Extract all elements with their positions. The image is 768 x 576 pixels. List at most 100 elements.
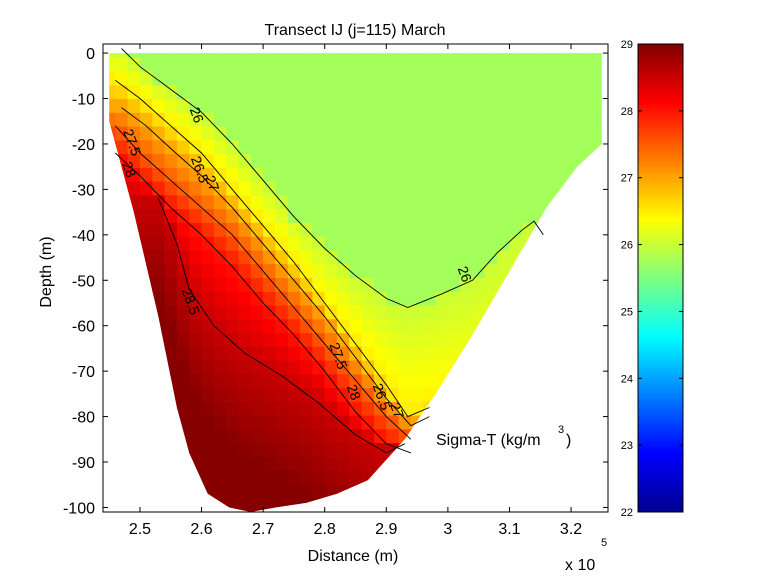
field-cell — [226, 470, 240, 486]
field-cell — [263, 195, 276, 210]
field-cell — [287, 195, 301, 210]
field-cell — [300, 429, 313, 444]
field-cell — [250, 99, 264, 114]
field-cell — [176, 388, 190, 403]
field-cell — [374, 140, 387, 155]
field-cell — [176, 484, 190, 499]
field-cell — [213, 429, 227, 444]
field-cell — [140, 346, 153, 362]
field-cell — [447, 154, 461, 169]
field-cell — [558, 498, 572, 512]
field-cell — [109, 71, 116, 86]
y-axis: 0 -10 -20 -30 -40 -50 -60 -70 -80 -90 -100 — [63, 46, 608, 517]
field-cell — [312, 99, 326, 114]
field-cell — [152, 278, 166, 293]
field-cell — [571, 415, 584, 430]
field-cell — [287, 498, 301, 512]
field-cell — [213, 319, 227, 334]
field-cell — [374, 443, 387, 458]
y-tick-label: -90 — [72, 455, 95, 472]
field-cell — [164, 443, 178, 458]
field-cell — [127, 360, 141, 375]
field-cell — [109, 85, 116, 100]
field-cell — [238, 181, 252, 196]
field-cell — [115, 236, 129, 252]
field-cell — [324, 291, 338, 307]
x-tick-label: 2.9 — [375, 521, 397, 538]
colorbar-tick-label: 26 — [621, 240, 633, 252]
field-cell — [398, 195, 412, 210]
field-cell — [583, 333, 597, 348]
field-cell — [423, 415, 437, 430]
field-cell — [324, 250, 338, 265]
field-cell — [398, 57, 412, 73]
field-cell — [521, 291, 535, 307]
field-cell — [386, 126, 400, 141]
field-cell — [300, 181, 313, 196]
field-cell — [337, 57, 350, 73]
field-cell — [558, 278, 572, 293]
field-cell — [238, 498, 252, 512]
field-cell — [324, 470, 338, 486]
field-cell — [534, 140, 547, 155]
field-cell — [521, 209, 535, 224]
field-cell — [595, 401, 602, 417]
field-cell — [398, 429, 412, 444]
field-cell — [213, 112, 227, 128]
field-cell — [275, 443, 289, 458]
field-cell — [312, 415, 326, 430]
field-cell — [201, 126, 215, 141]
field-cell — [460, 291, 474, 307]
field-cell — [595, 99, 602, 114]
field-cell — [115, 278, 129, 293]
field-cell — [140, 99, 153, 114]
field-cell — [423, 250, 437, 265]
field-cell — [349, 401, 363, 417]
field-cell — [435, 484, 449, 499]
field-cell — [398, 415, 412, 430]
field-cell — [152, 85, 166, 100]
field-cell — [410, 388, 424, 403]
field-cell — [300, 195, 313, 210]
field-cell — [460, 209, 474, 224]
field-cell — [361, 484, 375, 499]
field-cell — [250, 250, 264, 265]
field-cell — [558, 319, 572, 334]
field-cell — [275, 401, 289, 417]
field-cell — [250, 415, 264, 430]
field-cell — [213, 57, 227, 73]
field-cell — [410, 333, 424, 348]
field-cell — [546, 456, 560, 472]
field-cell — [472, 291, 486, 307]
field-cell — [238, 99, 252, 114]
field-cell — [300, 374, 313, 389]
field-cell — [152, 140, 166, 155]
field-cell — [349, 360, 363, 375]
field-cell — [497, 140, 510, 155]
field-cell — [460, 236, 474, 252]
field-cell — [472, 374, 486, 389]
field-cell — [398, 291, 412, 307]
field-cell — [546, 443, 560, 458]
field-cell — [595, 429, 602, 444]
field-cell — [546, 222, 560, 238]
field-cell — [583, 99, 597, 114]
field-cell — [127, 401, 141, 417]
field-cell — [595, 167, 602, 183]
field-cell — [386, 71, 400, 86]
field-cell — [361, 360, 375, 375]
field-cell — [460, 305, 474, 320]
field-cell — [497, 470, 510, 486]
field-cell — [337, 346, 350, 362]
field-cell — [349, 484, 363, 499]
field-cell — [472, 99, 486, 114]
field-cell — [140, 484, 153, 499]
field-cell — [226, 126, 240, 141]
field-cell — [386, 278, 400, 293]
field-cell — [140, 236, 153, 252]
field-cell — [583, 57, 597, 73]
field-cell — [201, 99, 215, 114]
field-cell — [238, 484, 252, 499]
field-cell — [337, 112, 350, 128]
field-cell — [337, 264, 350, 279]
